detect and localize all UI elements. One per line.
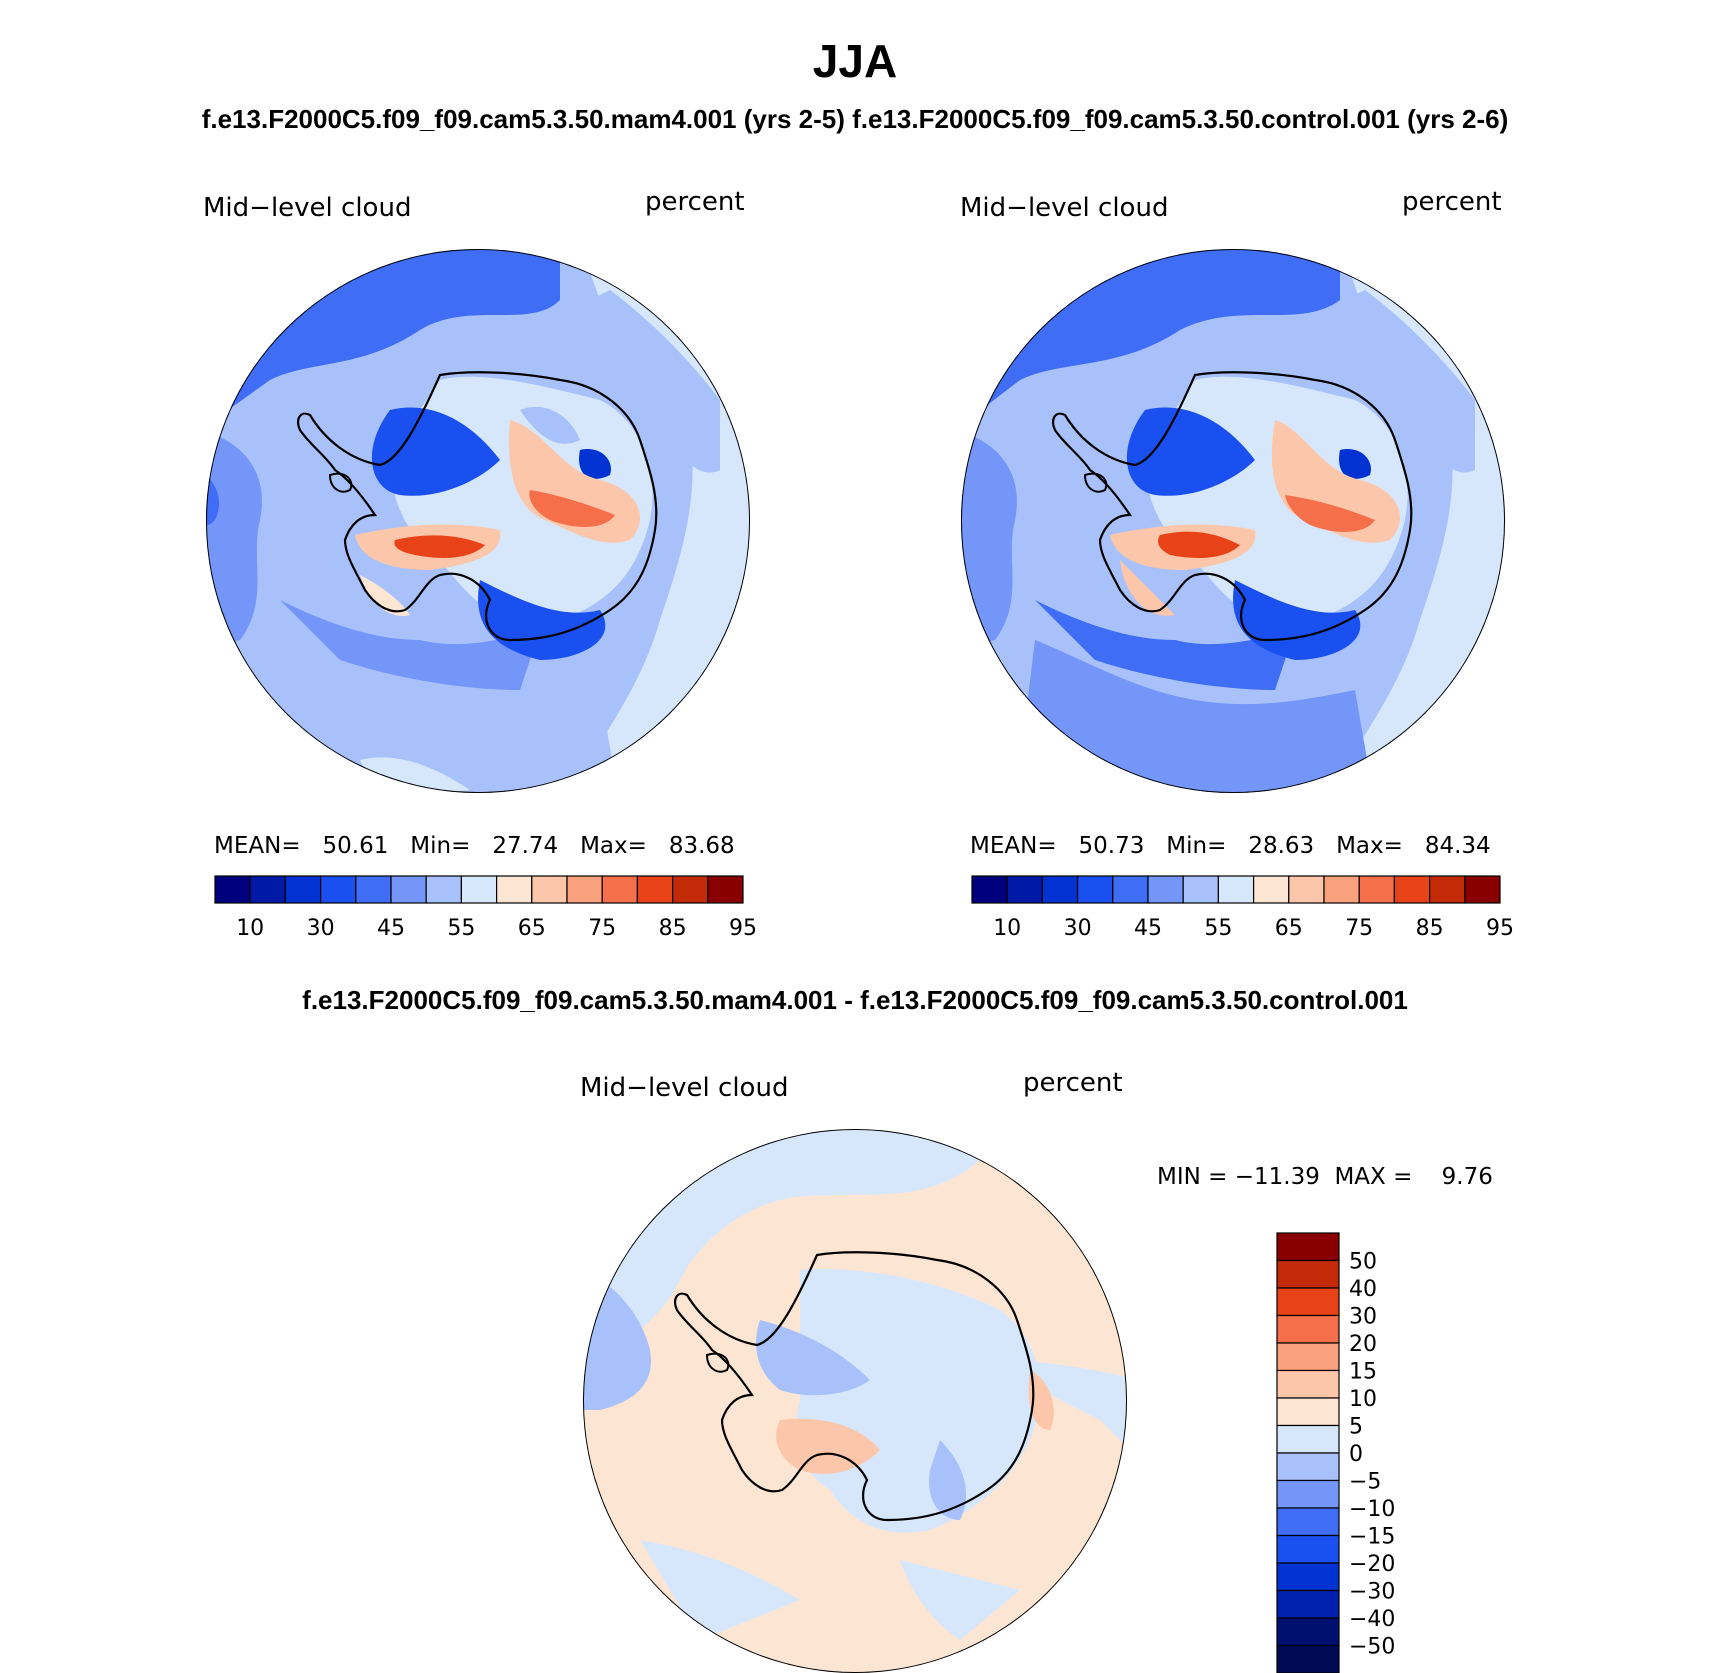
panel1-colorbar-tick-label: 85 xyxy=(659,916,687,941)
panel2-colorbar-swatch xyxy=(1112,875,1149,904)
panel1-colorbar-swatch xyxy=(531,875,568,904)
diff-colorbar-tick-label: 15 xyxy=(1349,1360,1377,1385)
diff-colorbar-swatch xyxy=(1276,1342,1340,1372)
diff-units-label: percent xyxy=(1023,1068,1123,1098)
panel2-colorbar-swatch xyxy=(1252,875,1290,904)
diff-colorbar-swatch xyxy=(1276,1562,1340,1592)
panel2-field-label: Mid−level cloud xyxy=(960,193,1169,223)
diff-stats: MIN = −11.39 MAX = 9.76 xyxy=(1157,1164,1493,1190)
panel2-units-label: percent xyxy=(1402,187,1502,217)
panel2-colorbar-swatch xyxy=(1182,875,1219,904)
panel2-colorbar-swatch xyxy=(1006,875,1044,904)
panel1-colorbar-tick-label: 75 xyxy=(588,916,616,941)
diff-colorbar-swatch xyxy=(1276,1314,1340,1344)
diff-colorbar-swatch xyxy=(1276,1644,1340,1673)
panel1-colorbar-swatch xyxy=(425,875,463,904)
panel1-colorbar-tick-label: 30 xyxy=(307,916,335,941)
panel2-colorbar-swatch xyxy=(1464,875,1501,904)
panel2-colorbar-swatch xyxy=(1428,875,1466,904)
diff-colorbar-tick-label: −50 xyxy=(1349,1635,1395,1660)
diff-colorbar-tick-label: 50 xyxy=(1349,1250,1377,1275)
diff-colorbar-swatch xyxy=(1276,1479,1340,1509)
panel1-units-label: percent xyxy=(645,187,745,217)
panel1-colorbar-tick-label: 10 xyxy=(236,916,264,941)
panel1-colorbar-tick-label: 45 xyxy=(377,916,405,941)
diff-colorbar-swatch xyxy=(1276,1617,1340,1647)
panel1-colorbar-swatch xyxy=(249,875,286,904)
panel1-colorbar-swatch xyxy=(671,875,709,904)
diff-colorbar-tick-label: 30 xyxy=(1349,1305,1377,1330)
panel2-colorbar-tick-label: 65 xyxy=(1275,916,1303,941)
panel2-colorbar-swatch xyxy=(1147,875,1184,904)
diff-field-label: Mid−level cloud xyxy=(580,1073,789,1103)
panel1-colorbar-tick-label: 55 xyxy=(447,916,475,941)
panel1-colorbar-tick-label: 65 xyxy=(518,916,546,941)
diff-colorbar-tick-label: 40 xyxy=(1349,1277,1377,1302)
difference-title: f.e13.F2000C5.f09_f09.cam5.3.50.mam4.001… xyxy=(302,985,1408,1015)
panel2-colorbar-swatch xyxy=(1217,875,1255,904)
panel2-colorbar-swatch xyxy=(1076,875,1114,904)
panel2-colorbar-tick-label: 95 xyxy=(1486,916,1514,941)
diff-colorbar-tick-label: 20 xyxy=(1349,1332,1377,1357)
panel1-colorbar-swatch xyxy=(496,875,533,904)
panel2-colorbar-swatch xyxy=(1393,875,1431,904)
panel2-colorbar-swatch xyxy=(1358,875,1395,904)
diff-colorbar-swatch xyxy=(1276,1397,1340,1427)
diff-colorbar-tick-label: 0 xyxy=(1349,1442,1363,1467)
panel1-colorbar-swatch xyxy=(636,875,674,904)
diff-colorbar-swatch xyxy=(1276,1287,1340,1317)
panel1-colorbar-swatch xyxy=(566,875,603,904)
panel2-colorbar-tick-label: 10 xyxy=(993,916,1021,941)
diff-colorbar-swatch xyxy=(1276,1232,1340,1262)
diff-colorbar-tick-label: −5 xyxy=(1349,1470,1381,1495)
panel1-colorbar-swatch xyxy=(355,875,392,904)
diff-colorbar-swatch xyxy=(1276,1259,1340,1289)
diff-colorbar-tick-label: −10 xyxy=(1349,1497,1395,1522)
diff-colorbar-swatch xyxy=(1276,1452,1340,1482)
panel2-colorbar-swatch xyxy=(1041,875,1079,904)
diff-colorbar-swatch xyxy=(1276,1424,1340,1454)
panel1-field-label: Mid−level cloud xyxy=(203,193,412,223)
diff-colorbar-tick-label: 10 xyxy=(1349,1387,1377,1412)
panel1-colorbar-swatch xyxy=(214,875,251,904)
diff-colorbar-tick-label: −20 xyxy=(1349,1552,1395,1577)
panel1-colorbar-swatch xyxy=(390,875,427,904)
case-subtitle: f.e13.F2000C5.f09_f09.cam5.3.50.mam4.001… xyxy=(201,104,1509,134)
panel1-colorbar-swatch xyxy=(320,875,357,904)
panel1-colorbar-swatch xyxy=(284,875,322,904)
panel1-colorbar-swatch xyxy=(707,875,744,904)
diff-colorbar-tick-label: 5 xyxy=(1349,1415,1363,1440)
panel1-colorbar: 10 30 45 55 65 75 85 95 xyxy=(214,875,757,941)
page-title: JJA xyxy=(812,35,898,87)
panel2-map xyxy=(961,249,1505,793)
panel2-colorbar-swatch xyxy=(971,875,1008,904)
panel2-colorbar-tick-label: 55 xyxy=(1204,916,1232,941)
panel2-colorbar-tick-label: 85 xyxy=(1416,916,1444,941)
diff-colorbar-swatch xyxy=(1276,1534,1340,1564)
panel1-colorbar-swatch xyxy=(460,875,498,904)
panel2-colorbar-swatch xyxy=(1323,875,1360,904)
panel1-stats: MEAN= 50.61 Min= 27.74 Max= 83.68 xyxy=(214,833,735,859)
panel1-colorbar-swatch xyxy=(601,875,639,904)
diff-colorbar-swatch xyxy=(1276,1589,1340,1619)
diff-colorbar-tick-label: −15 xyxy=(1349,1525,1395,1550)
panel2-colorbar-swatch xyxy=(1288,875,1325,904)
diff-colorbar-tick-label: −30 xyxy=(1349,1580,1395,1605)
panel2-colorbar-tick-label: 45 xyxy=(1134,916,1162,941)
diff-colorbar-swatch xyxy=(1276,1369,1340,1399)
panel2-colorbar-tick-label: 30 xyxy=(1064,916,1092,941)
diff-map xyxy=(583,1129,1127,1673)
diff-colorbar-tick-label: −40 xyxy=(1349,1607,1395,1632)
panel2-stats: MEAN= 50.73 Min= 28.63 Max= 84.34 xyxy=(970,833,1491,859)
panel1-colorbar-tick-label: 95 xyxy=(729,916,757,941)
panel2-colorbar: 10 30 45 55 65 75 85 95 xyxy=(971,875,1514,941)
panel1-map xyxy=(206,249,750,793)
diff-colorbar-swatch xyxy=(1276,1507,1340,1537)
panel2-colorbar-tick-label: 75 xyxy=(1345,916,1373,941)
